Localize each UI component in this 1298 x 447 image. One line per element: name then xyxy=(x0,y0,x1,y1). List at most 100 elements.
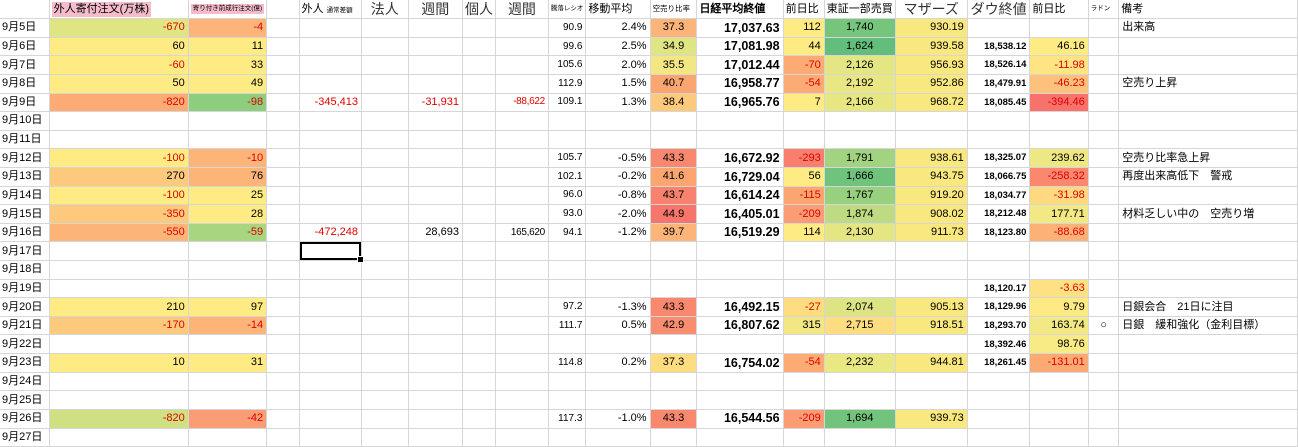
row-date[interactable]: 9月17日 xyxy=(0,241,50,262)
cell-gaijin_week[interactable] xyxy=(299,390,363,410)
cell-dow_close[interactable]: 18,066.75 xyxy=(967,167,1031,187)
cell-short_ratio[interactable]: 37.3 xyxy=(650,353,698,373)
cell-short_ratio[interactable]: 41.6 xyxy=(650,167,698,187)
cell-spacer[interactable] xyxy=(266,241,300,262)
cell-radon[interactable] xyxy=(1088,334,1120,355)
cell-pre_open[interactable]: 76 xyxy=(188,167,268,187)
cell-hojin_week[interactable]: -31,931 xyxy=(408,93,463,113)
cell-biko[interactable] xyxy=(1118,241,1298,262)
cell-nikkei_close[interactable] xyxy=(696,334,784,355)
cell-kojin_week[interactable] xyxy=(495,55,549,75)
cell-kojin_label[interactable] xyxy=(462,428,496,447)
row-date[interactable]: 9月19日 xyxy=(0,279,50,299)
cell-kojin_week[interactable] xyxy=(495,260,549,280)
cell-pre_open[interactable]: 25 xyxy=(188,186,268,206)
cell-short_ratio[interactable]: 35.5 xyxy=(650,55,698,75)
cell-dow_close[interactable] xyxy=(967,111,1031,131)
cell-nikkei_close[interactable]: 16,614.24 xyxy=(696,186,784,206)
cell-moving_avg[interactable] xyxy=(585,260,651,280)
cell-spacer[interactable] xyxy=(266,148,300,168)
cell-kojin_label[interactable] xyxy=(462,390,496,410)
cell-tse1_volume[interactable] xyxy=(824,279,896,299)
cell-radon[interactable] xyxy=(1088,37,1120,57)
cell-hojin_week[interactable] xyxy=(408,37,463,57)
cell-kojin_week[interactable] xyxy=(495,241,549,262)
cell-kojin_label[interactable] xyxy=(462,260,496,280)
cell-dow_change[interactable]: 239.62 xyxy=(1029,148,1089,168)
cell-nikkei_change[interactable] xyxy=(783,372,825,392)
cell-short_ratio[interactable] xyxy=(650,279,698,299)
cell-tse1_volume[interactable] xyxy=(824,334,896,355)
cell-gaijin_order[interactable]: -350 xyxy=(49,204,189,224)
row-date[interactable]: 9月11日 xyxy=(0,130,50,150)
cell-dow_close[interactable] xyxy=(967,372,1031,392)
cell-spacer[interactable] xyxy=(266,111,300,131)
cell-dow_close[interactable]: 18,123.80 xyxy=(967,223,1031,243)
cell-radon[interactable] xyxy=(1088,353,1120,373)
cell-spacer[interactable] xyxy=(266,37,300,57)
cell-mothers[interactable] xyxy=(895,390,968,410)
cell-spacer[interactable] xyxy=(266,130,300,150)
column-header-nikkei_change[interactable]: 前日比 xyxy=(783,0,825,20)
cell-tse1_volume[interactable]: 2,715 xyxy=(824,316,896,336)
cell-hojin_week[interactable] xyxy=(408,334,463,355)
cell-toraku_ratio[interactable]: 97.2 xyxy=(548,297,587,317)
cell-dow_change[interactable] xyxy=(1029,390,1089,410)
row-date[interactable]: 9月27日 xyxy=(0,428,50,447)
cell-gaijin_order[interactable]: -100 xyxy=(49,186,189,206)
cell-kojin_week[interactable] xyxy=(495,428,549,447)
cell-tse1_volume[interactable] xyxy=(824,428,896,447)
cell-hojin_week[interactable] xyxy=(408,353,463,373)
cell-short_ratio[interactable] xyxy=(650,241,698,262)
cell-tse1_volume[interactable]: 1,874 xyxy=(824,204,896,224)
cell-nikkei_change[interactable] xyxy=(783,111,825,131)
cell-hojin_label[interactable] xyxy=(361,55,409,75)
cell-hojin_label[interactable] xyxy=(361,279,409,299)
cell-short_ratio[interactable]: 43.7 xyxy=(650,186,698,206)
cell-pre_open[interactable] xyxy=(188,241,268,262)
cell-hojin_week[interactable] xyxy=(408,204,463,224)
cell-spacer[interactable] xyxy=(266,18,300,38)
cell-kojin_label[interactable] xyxy=(462,297,496,317)
cell-hojin_week[interactable] xyxy=(408,409,463,429)
cell-biko[interactable] xyxy=(1118,409,1298,429)
cell-nikkei_change[interactable]: -209 xyxy=(783,204,825,224)
cell-moving_avg[interactable] xyxy=(585,111,651,131)
cell-mothers[interactable]: 943.75 xyxy=(895,167,968,187)
cell-hojin_week[interactable] xyxy=(408,260,463,280)
cell-kojin_week[interactable] xyxy=(495,279,549,299)
cell-moving_avg[interactable]: -2.0% xyxy=(585,204,651,224)
cell-pre_open[interactable] xyxy=(188,334,268,355)
cell-toraku_ratio[interactable]: 96.0 xyxy=(548,186,587,206)
cell-nikkei_close[interactable] xyxy=(696,279,784,299)
cell-nikkei_close[interactable]: 16,807.62 xyxy=(696,316,784,336)
cell-moving_avg[interactable]: 2.4% xyxy=(585,18,651,38)
cell-gaijin_week[interactable] xyxy=(299,186,363,206)
cell-tse1_volume[interactable] xyxy=(824,390,896,410)
cell-radon[interactable] xyxy=(1088,390,1120,410)
cell-hojin_week[interactable] xyxy=(408,74,463,94)
row-date[interactable]: 9月21日 xyxy=(0,316,50,336)
cell-radon[interactable] xyxy=(1088,130,1120,150)
cell-moving_avg[interactable]: -1.2% xyxy=(585,223,651,243)
cell-nikkei_close[interactable] xyxy=(696,372,784,392)
cell-nikkei_close[interactable]: 16,519.29 xyxy=(696,223,784,243)
cell-nikkei_change[interactable] xyxy=(783,390,825,410)
cell-radon[interactable] xyxy=(1088,74,1120,94)
cell-radon[interactable] xyxy=(1088,260,1120,280)
cell-moving_avg[interactable]: 2.0% xyxy=(585,55,651,75)
cell-moving_avg[interactable] xyxy=(585,279,651,299)
cell-nikkei_change[interactable]: -293 xyxy=(783,148,825,168)
cell-short_ratio[interactable]: 44.9 xyxy=(650,204,698,224)
cell-spacer[interactable] xyxy=(266,55,300,75)
cell-dow_change[interactable]: -394.46 xyxy=(1029,93,1089,113)
cell-tse1_volume[interactable] xyxy=(824,130,896,150)
cell-radon[interactable] xyxy=(1088,409,1120,429)
cell-tse1_volume[interactable]: 2,074 xyxy=(824,297,896,317)
cell-toraku_ratio[interactable]: 105.6 xyxy=(548,55,587,75)
cell-kojin_week[interactable] xyxy=(495,204,549,224)
cell-nikkei_change[interactable]: 7 xyxy=(783,93,825,113)
cell-dow_change[interactable]: -258.32 xyxy=(1029,167,1089,187)
cell-kojin_label[interactable] xyxy=(462,18,496,38)
cell-gaijin_order[interactable]: 210 xyxy=(49,297,189,317)
